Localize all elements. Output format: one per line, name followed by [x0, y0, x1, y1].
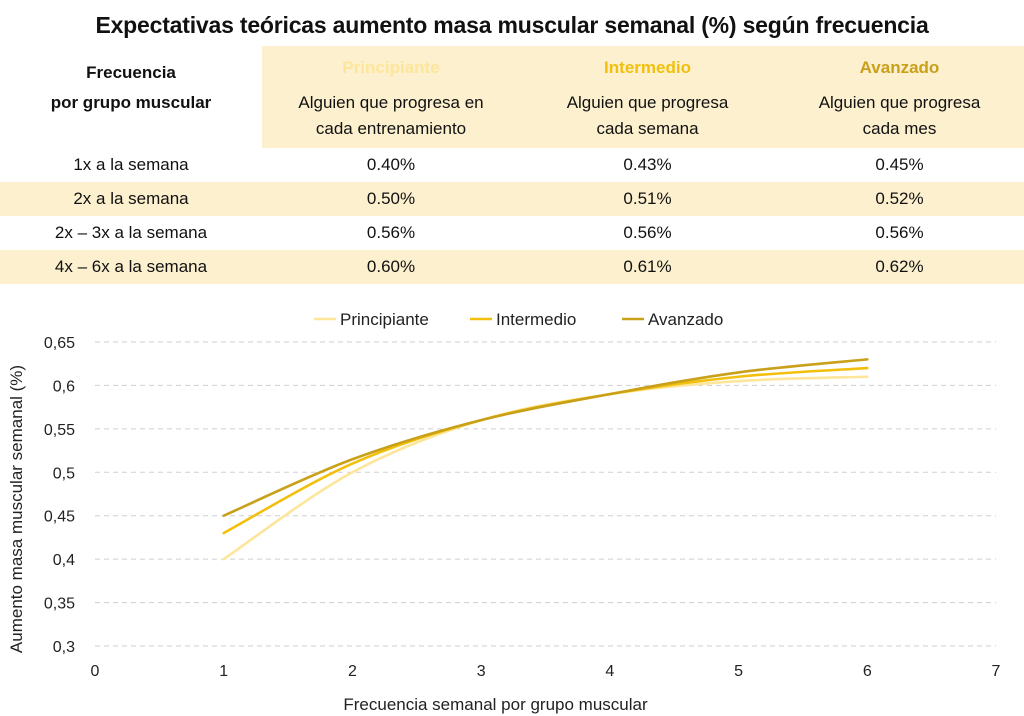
- row-label: 2x – 3x a la semana: [54, 223, 208, 242]
- level-name-principiante: Principiante: [262, 46, 520, 90]
- level-desc-line: cada semana: [596, 119, 699, 138]
- x-tick-labels: 0 1 2 3 4 5 6 7: [91, 663, 1001, 680]
- y-tick-label: 0,6: [53, 378, 75, 395]
- row-header-line2: por grupo muscular: [50, 93, 212, 112]
- legend-label: Intermedio: [496, 310, 576, 329]
- grid-lines: [95, 341, 996, 647]
- x-tick-label: 3: [477, 663, 486, 680]
- level-desc-line: Alguien que progresa: [818, 93, 981, 112]
- level-desc-intermedio: Alguien que progresa cada semana: [520, 90, 775, 148]
- table-cell: 0.62%: [775, 250, 1024, 284]
- table-cell: 0.56%: [623, 223, 672, 242]
- legend: Principiante Intermedio Avanzado: [314, 310, 723, 329]
- table-cell: 0.45%: [875, 155, 924, 174]
- y-tick-label: 0,65: [44, 335, 75, 352]
- level-desc-avanzado: Alguien que progresa cada mes: [775, 90, 1024, 148]
- x-axis-label: Frecuencia semanal por grupo muscular: [343, 695, 648, 714]
- chart-title: Expectativas teóricas aumento masa muscu…: [95, 12, 929, 38]
- series-line-intermedio: [222, 366, 869, 535]
- level-desc-principiante: Alguien que progresa en cada entrenamien…: [262, 90, 520, 148]
- y-tick-label: 0,3: [53, 639, 75, 656]
- legend-label: Principiante: [340, 310, 429, 329]
- table-row: 1x a la semana 0.40% 0.43% 0.45%: [0, 148, 1024, 182]
- table-cell: 0.61%: [520, 250, 775, 284]
- y-tick-label: 0,55: [44, 422, 75, 439]
- row-label: 2x a la semana: [0, 182, 262, 216]
- table-cell: 0.52%: [775, 182, 1024, 216]
- level-desc-line: Alguien que progresa: [566, 93, 729, 112]
- series-line-principiante: [222, 375, 869, 561]
- row-header-line1: Frecuencia: [86, 63, 176, 82]
- table-cell: 0.56%: [366, 223, 416, 242]
- x-tick-label: 2: [348, 663, 357, 680]
- legend-label: Avanzado: [648, 310, 723, 329]
- x-tick-label: 0: [91, 663, 100, 680]
- table-row: 4x – 6x a la semana 0.60% 0.61% 0.62%: [0, 250, 1024, 284]
- level-desc-line: cada mes: [862, 119, 937, 138]
- x-tick-label: 4: [605, 663, 614, 680]
- frequency-table: Frecuencia por grupo muscular Principian…: [0, 46, 1024, 284]
- series-line-avanzado: [222, 358, 869, 518]
- y-tick-labels: 0,3 0,35 0,4 0,45 0,5 0,55 0,6 0,65: [44, 335, 75, 656]
- table-cell: 0.50%: [262, 182, 520, 216]
- y-tick-label: 0,5: [53, 465, 75, 482]
- row-label: 4x – 6x a la semana: [0, 250, 262, 284]
- y-tick-label: 0,45: [44, 509, 75, 526]
- table-cell: 0.56%: [875, 223, 924, 242]
- level-desc-line: Alguien que progresa en: [298, 93, 484, 112]
- series-lines: [222, 358, 869, 561]
- row-header: Frecuencia por grupo muscular: [0, 46, 262, 148]
- table-row: 2x – 3x a la semana 0.56% 0.56% 0.56%: [0, 216, 1024, 250]
- table-cell: 0.40%: [366, 155, 416, 174]
- x-tick-label: 5: [734, 663, 743, 680]
- level-name-intermedio: Intermedio: [520, 46, 775, 90]
- table-row: 2x a la semana 0.50% 0.51% 0.52%: [0, 182, 1024, 216]
- table-cell: 0.43%: [623, 155, 672, 174]
- x-tick-label: 7: [992, 663, 1001, 680]
- level-name-avanzado: Avanzado: [775, 46, 1024, 90]
- x-tick-label: 1: [219, 663, 228, 680]
- line-chart: 0,3 0,35 0,4 0,45 0,5 0,55 0,6 0,65 0 1 2 3 4 5 6 7 Pr…: [7, 310, 1001, 714]
- y-tick-label: 0,4: [53, 552, 75, 569]
- y-axis-label: Aumento masa muscular semanal (%): [7, 365, 26, 653]
- row-label: 1x a la semana: [73, 155, 189, 174]
- x-tick-label: 6: [863, 663, 872, 680]
- level-desc-line: cada entrenamiento: [315, 119, 467, 138]
- table-cell: 0.51%: [520, 182, 775, 216]
- y-tick-label: 0,35: [44, 596, 75, 613]
- table-cell: 0.60%: [262, 250, 520, 284]
